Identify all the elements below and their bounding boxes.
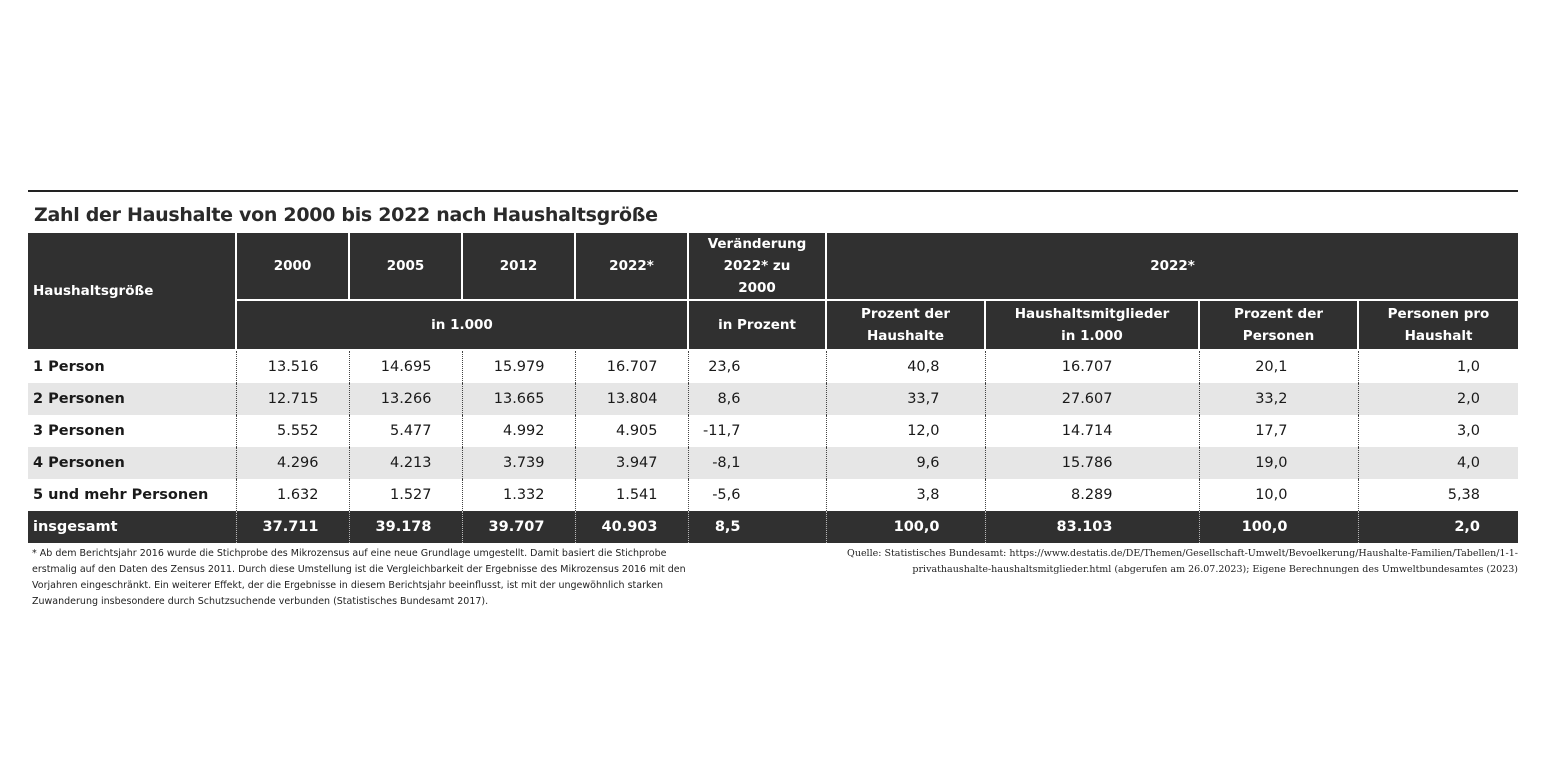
- total-cell-persons-per-household: 2,0: [1357, 511, 1519, 543]
- header-change-text: Veränderung 2022* zu 2000: [707, 236, 807, 296]
- cell-change-pct: -5,6: [687, 479, 826, 511]
- header-members: Haushaltsmitglieder in 1.000: [984, 300, 1199, 351]
- cell-2012: 1.332: [461, 479, 575, 511]
- footnote: * Ab dem Berichtsjahr 2016 wurde die Sti…: [32, 548, 686, 607]
- total-cell-2005: 39.178: [348, 511, 462, 543]
- header-unit-percent: in Prozent: [687, 300, 826, 351]
- cell-2000: 5.552: [235, 415, 349, 447]
- cell-members: 16.707: [984, 350, 1199, 383]
- cell-pct-persons: 17,7: [1198, 415, 1358, 447]
- total-cell-change-pct: 8,5: [687, 511, 826, 543]
- cell-2005: 14.695: [348, 350, 462, 383]
- cell-2022: 3.947: [574, 447, 688, 479]
- cell-2022: 13.804: [574, 383, 688, 415]
- header-year-2000: 2000: [235, 233, 349, 301]
- row-label: 2 Personen: [28, 383, 236, 415]
- cell-change-pct: -11,7: [687, 415, 826, 447]
- header-household-size: Haushaltsgröße: [28, 233, 236, 351]
- cell-change-pct: 8,6: [687, 383, 826, 415]
- cell-2005: 1.527: [348, 479, 462, 511]
- cell-2000: 12.715: [235, 383, 349, 415]
- cell-change-pct: -8,1: [687, 447, 826, 479]
- row-label: 4 Personen: [28, 447, 236, 479]
- cell-members: 8.289: [984, 479, 1199, 511]
- table-body: 1 Person 13.516 14.695 15.979 16.707 23,6 40,8…: [28, 350, 1519, 543]
- total-cell-pct-persons: 100,0: [1198, 511, 1358, 543]
- table-row: 2 Personen 12.715 13.266 13.665 13.804 8,6 33,…: [28, 383, 1519, 415]
- cell-2005: 4.213: [348, 447, 462, 479]
- source-note: Quelle: Statistisches Bundesamt: https:/…: [847, 548, 1518, 575]
- cell-members: 15.786: [984, 447, 1199, 479]
- total-cell-2000: 37.711: [235, 511, 349, 543]
- header-change: Veränderung 2022* zu 2000: [687, 233, 826, 301]
- row-label: 5 und mehr Personen: [28, 479, 236, 511]
- cell-persons-per-household: 4,0: [1357, 447, 1519, 479]
- cell-pct-households: 33,7: [825, 383, 985, 415]
- table-row: 4 Personen 4.296 4.213 3.739 3.947 -8,1 9,6 15.…: [28, 447, 1519, 479]
- cell-2022: 16.707: [574, 350, 688, 383]
- cell-persons-per-household: 3,0: [1357, 415, 1519, 447]
- header-pct-households-text: Prozent der Haushalte: [860, 306, 951, 344]
- cell-2022: 1.541: [574, 479, 688, 511]
- table-figure: Zahl der Haushalte von 2000 bis 2022 nac…: [28, 190, 1519, 626]
- cell-pct-households: 9,6: [825, 447, 985, 479]
- header-year-2022: 2022*: [574, 233, 688, 301]
- cell-2000: 1.632: [235, 479, 349, 511]
- cell-members: 27.607: [984, 383, 1199, 415]
- cell-2012: 15.979: [461, 350, 575, 383]
- table-row: 5 und mehr Personen 1.632 1.527 1.332 1.541-…: [28, 479, 1519, 511]
- cell-2012: 4.992: [461, 415, 575, 447]
- header-persons-per-household: Personen pro Haushalt: [1356, 300, 1519, 351]
- cell-pct-persons: 19,0: [1198, 447, 1358, 479]
- cell-pct-households: 40,8: [825, 350, 985, 383]
- top-rule: [28, 190, 1518, 192]
- cell-2012: 3.739: [461, 447, 575, 479]
- header-unit-thousand: in 1.000: [235, 300, 688, 351]
- cell-2005: 13.266: [348, 383, 462, 415]
- cell-persons-per-household: 1,0: [1357, 350, 1519, 383]
- cell-pct-households: 3,8: [825, 479, 985, 511]
- total-cell-pct-households: 100,0: [825, 511, 985, 543]
- header-members-text: Haushaltsmitglieder in 1.000: [1014, 306, 1170, 344]
- cell-members: 14.714: [984, 415, 1199, 447]
- cell-pct-persons: 33,2: [1198, 383, 1358, 415]
- row-label: 3 Personen: [28, 415, 236, 447]
- header-year-2012: 2012: [461, 233, 575, 301]
- header-persons-per-household-text: Personen pro Haushalt: [1387, 306, 1490, 344]
- header-row-2: in 1.000 in Prozent Prozent der Haushalt…: [28, 300, 1519, 351]
- cell-2012: 13.665: [461, 383, 575, 415]
- cell-pct-persons: 20,1: [1198, 350, 1358, 383]
- cell-persons-per-household: 2,0: [1357, 383, 1519, 415]
- header-row-1: Haushaltsgröße 2000 2005 2012 2022* Verä…: [28, 233, 1519, 351]
- notes-area: * Ab dem Berichtsjahr 2016 wurde die Sti…: [28, 546, 1518, 626]
- total-cell-2022: 40.903: [574, 511, 688, 543]
- header-pct-persons-text: Prozent der Personen: [1233, 306, 1324, 344]
- cell-change-pct: 23,6: [687, 350, 826, 383]
- header-group-2022: 2022*: [824, 233, 1519, 301]
- header-pct-households: Prozent der Haushalte: [825, 300, 985, 351]
- cell-2000: 13.516: [235, 350, 349, 383]
- cell-pct-households: 12,0: [825, 415, 985, 447]
- header-pct-persons: Prozent der Personen: [1198, 300, 1358, 351]
- table-row: 3 Personen 5.552 5.477 4.992 4.905 -11,7 12,0 1…: [28, 415, 1519, 447]
- cell-2000: 4.296: [235, 447, 349, 479]
- table-row: 1 Person 13.516 14.695 15.979 16.707 23,6 40,8…: [28, 350, 1519, 383]
- cell-2022: 4.905: [574, 415, 688, 447]
- total-cell-2012: 39.707: [461, 511, 575, 543]
- households-table: Haushaltsgröße 2000 2005 2012 2022* Verä…: [28, 233, 1519, 543]
- cell-persons-per-household: 5,38: [1357, 479, 1519, 511]
- table-title: Zahl der Haushalte von 2000 bis 2022 nac…: [34, 204, 658, 226]
- total-cell-members: 83.103: [984, 511, 1199, 543]
- cell-pct-persons: 10,0: [1198, 479, 1358, 511]
- cell-2005: 5.477: [348, 415, 462, 447]
- row-label: 1 Person: [28, 350, 236, 383]
- total-label: insgesamt: [28, 511, 236, 543]
- total-row: insgesamt 37.711 39.178 39.707 40.903 8,5 100,…: [28, 511, 1519, 543]
- header-year-2005: 2005: [348, 233, 462, 301]
